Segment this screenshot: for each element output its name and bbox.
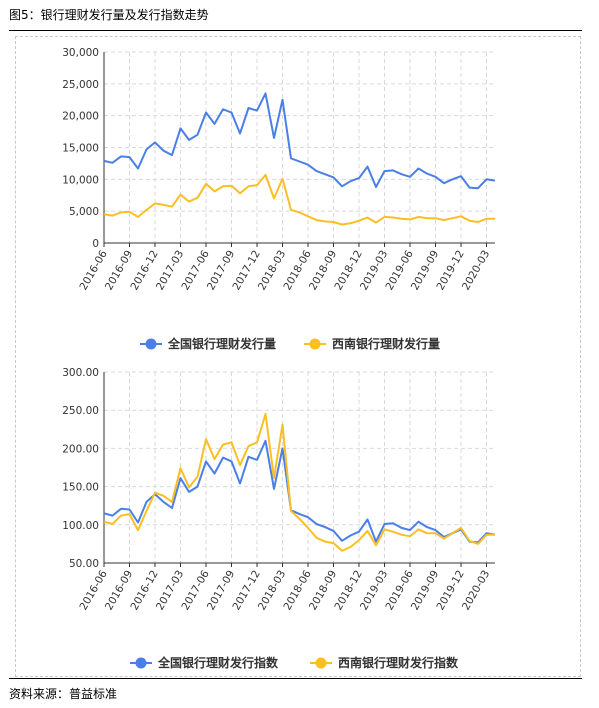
- bottom-rule: [9, 678, 582, 679]
- legend-label: 西南银行理财发行量: [332, 336, 440, 351]
- legend-label: 全国银行理财发行量: [167, 336, 276, 351]
- y-tick-label: 50.00: [69, 558, 99, 570]
- y-tick-label: 15,000: [62, 143, 99, 155]
- y-tick-label: 10,000: [62, 174, 99, 186]
- legend-marker: [309, 338, 321, 350]
- y-tick-label: 100.00: [62, 520, 99, 532]
- y-tick-label: 200.00: [62, 443, 99, 455]
- y-tick-label: 20,000: [62, 111, 99, 123]
- legend-marker: [135, 657, 147, 669]
- series-line-southwest: [103, 173, 495, 226]
- legend-label: 全国银行理财发行指数: [157, 655, 279, 670]
- source-note: 资料来源：普益标准: [9, 687, 118, 701]
- y-tick-label: 25,000: [62, 79, 99, 91]
- top-rule: [9, 30, 582, 31]
- chart-frame: [15, 36, 581, 677]
- issuance-volume-chart: 05,00010,00015,00020,00025,00030,0002016…: [62, 47, 496, 351]
- series-line-national: [103, 439, 496, 544]
- y-tick-label: 250.00: [62, 405, 99, 417]
- y-tick-label: 150.00: [62, 482, 99, 494]
- issuance-index-chart: 50.00100.00150.00200.00250.00300.002016-…: [62, 367, 496, 670]
- figure-title: 图5：银行理财发行量及发行指数走势: [9, 8, 209, 22]
- y-tick-label: 5,000: [69, 206, 99, 218]
- y-tick-label: 300.00: [62, 367, 99, 379]
- legend-marker: [145, 338, 157, 350]
- legend-label: 西南银行理财发行指数: [338, 655, 459, 670]
- series-line-national: [103, 92, 496, 190]
- y-tick-label: 30,000: [62, 47, 99, 59]
- series-line-southwest: [103, 413, 495, 552]
- y-tick-label: 0: [92, 238, 99, 250]
- legend-marker: [315, 657, 327, 669]
